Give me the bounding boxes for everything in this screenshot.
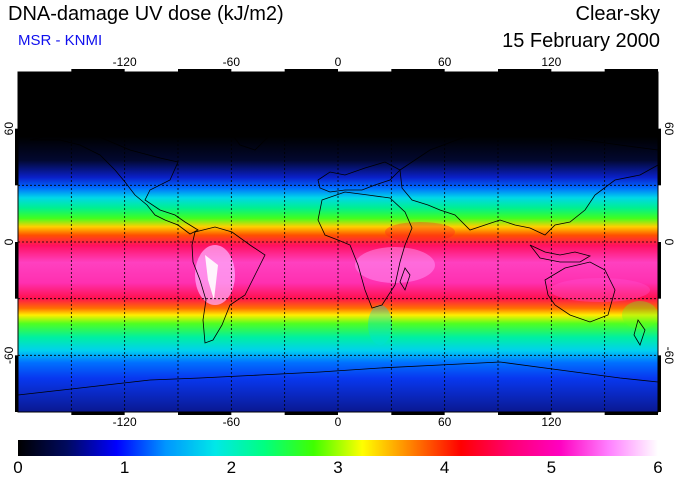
frame-tick <box>15 355 18 412</box>
lon-tick-label-bottom: -60 <box>223 415 241 429</box>
lon-tick-label-bottom: 120 <box>541 415 561 429</box>
lat-tick-label-right: -60 <box>662 347 676 365</box>
frame-tick <box>658 355 661 412</box>
colorbar-label: 5 <box>546 458 557 477</box>
colorbar-label: 6 <box>653 458 663 477</box>
lon-tick-label-top: -60 <box>223 55 241 69</box>
lat-tick-label-right: 0 <box>662 239 676 246</box>
colorbar-label: 2 <box>226 458 237 477</box>
frame-tick <box>498 412 552 415</box>
frame-tick <box>284 412 338 415</box>
lon-tick-label-top: -120 <box>113 55 137 69</box>
lat-tick-label-left: 0 <box>2 238 16 245</box>
map-date: 15 February 2000 <box>502 30 660 52</box>
frame-tick <box>71 69 125 72</box>
frame-tick <box>391 69 445 72</box>
lon-tick-label-top: 120 <box>541 55 561 69</box>
colorbar <box>18 440 658 456</box>
frame-tick <box>658 128 661 186</box>
frame-tick <box>604 412 658 415</box>
lat-tick-label-left: 60 <box>2 122 16 136</box>
dashed-gridlines <box>18 72 658 412</box>
frame-tick <box>498 69 552 72</box>
lon-tick-label-bottom: -120 <box>113 415 137 429</box>
frame-tick <box>284 69 338 72</box>
lon-tick-label-bottom: 60 <box>438 415 452 429</box>
frame-tick <box>658 242 661 299</box>
frame-tick <box>178 69 232 72</box>
map-subtitle: MSR - KNMI <box>18 32 103 49</box>
frame-tick <box>391 412 445 415</box>
coastlines <box>18 94 658 396</box>
frame-tick <box>15 242 18 299</box>
lon-tick-label-bottom: 0 <box>335 415 342 429</box>
lat-tick-label-left: -60 <box>2 346 16 364</box>
sky-condition: Clear-sky <box>575 3 660 25</box>
frame-tick <box>71 412 125 415</box>
lon-tick-label-top: 60 <box>438 55 452 69</box>
colorbar-label: 3 <box>333 458 343 477</box>
colorbar-label: 1 <box>119 458 130 477</box>
frame-tick <box>15 128 18 186</box>
lon-tick-label-top: 0 <box>335 55 342 69</box>
colorbar-label: 0 <box>13 458 23 477</box>
colorbar-label: 4 <box>439 458 450 477</box>
frame-tick <box>604 69 658 72</box>
frame-tick-marks <box>15 69 661 415</box>
map-title: DNA-damage UV dose (kJ/m2) <box>8 3 284 25</box>
frame-tick <box>178 412 232 415</box>
lat-tick-label-right: 60 <box>662 122 676 136</box>
